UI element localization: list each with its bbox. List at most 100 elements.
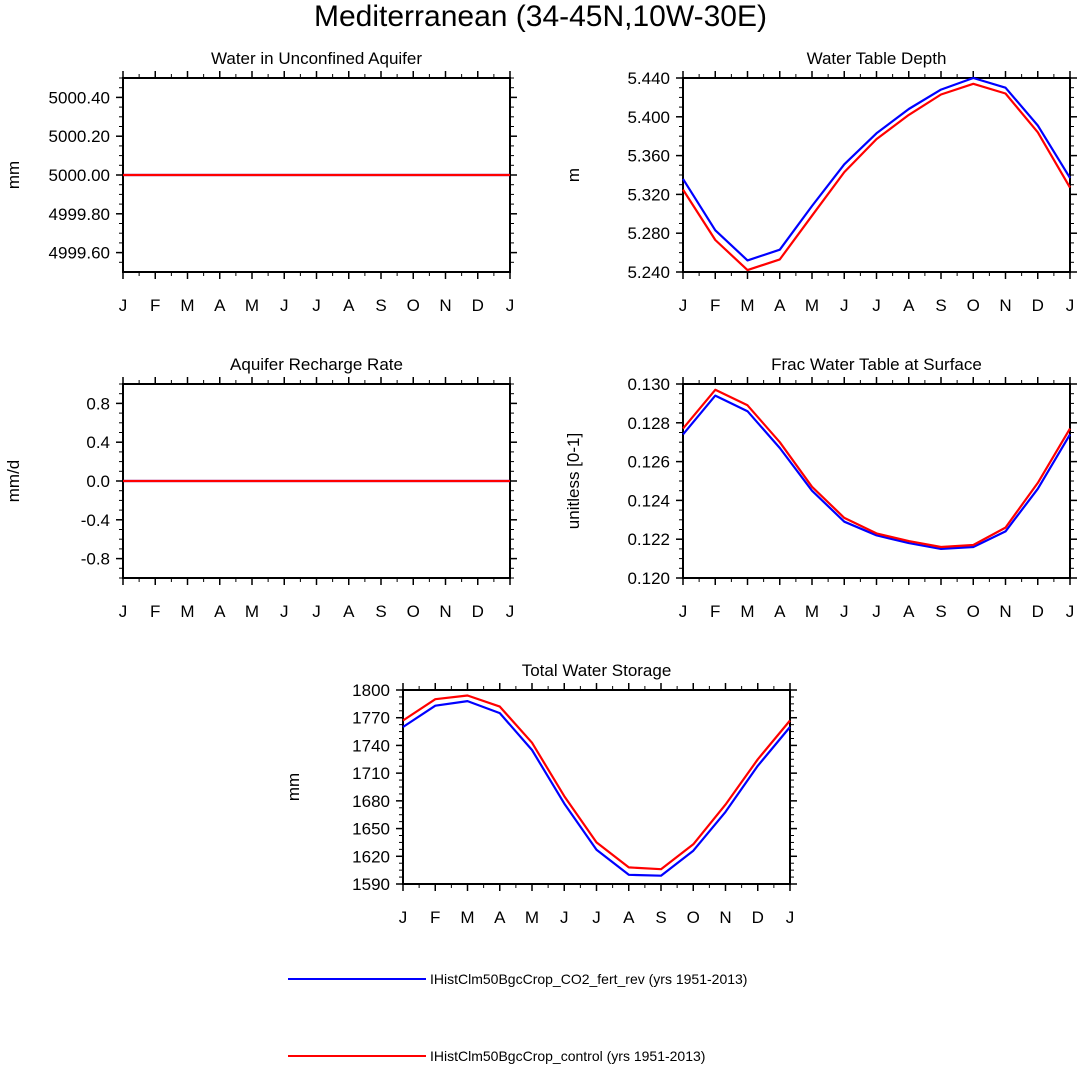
x-tick-label: J (312, 296, 321, 315)
y-tick-label: 0.120 (627, 569, 670, 588)
x-tick-label: J (786, 908, 795, 927)
x-tick-label: M (180, 296, 194, 315)
x-tick-label: N (719, 908, 731, 927)
y-tick-label: 5.360 (627, 147, 670, 166)
panel-title: Water Table Depth (807, 49, 947, 68)
y-tick-label: 5.240 (627, 263, 670, 282)
y-tick-label: 1740 (352, 736, 390, 755)
x-tick-label: J (506, 296, 515, 315)
x-tick-label: A (903, 602, 915, 621)
x-tick-label: F (150, 602, 160, 621)
series-line (402, 699, 791, 877)
legend-label: IHistClm50BgcCrop_CO2_fert_rev (yrs 1951… (430, 971, 748, 987)
y-tick-label: 1590 (352, 875, 390, 894)
x-tick-label: J (840, 296, 849, 315)
x-tick-label: D (1032, 296, 1044, 315)
y-tick-label: 0.122 (627, 530, 670, 549)
legend-swatch-blue (288, 978, 426, 980)
y-tick-label: 1710 (352, 764, 390, 783)
x-tick-label: J (280, 296, 289, 315)
panel-title: Total Water Storage (522, 661, 672, 680)
x-tick-label: A (494, 908, 506, 927)
x-tick-label: M (245, 602, 259, 621)
x-tick-label: S (375, 296, 386, 315)
panel-title: Frac Water Table at Surface (771, 355, 982, 374)
x-tick-label: J (1066, 602, 1075, 621)
x-tick-label: J (312, 602, 321, 621)
x-tick-label: D (752, 908, 764, 927)
y-tick-label: 1680 (352, 792, 390, 811)
x-tick-label: J (560, 908, 569, 927)
figure-title: Mediterranean (34-45N,10W-30E) (313, 0, 767, 33)
series-line (682, 82, 1071, 272)
x-tick-label: A (343, 602, 355, 621)
series-line (682, 394, 1071, 551)
y-tick-label: 1650 (352, 820, 390, 839)
y-axis-label: unitless [0-1] (564, 433, 583, 529)
x-tick-label: S (935, 602, 946, 621)
y-tick-label: 4999.80 (49, 205, 110, 224)
x-tick-label: M (805, 602, 819, 621)
y-tick-label: 1800 (352, 681, 390, 700)
panel-title: Water in Unconfined Aquifer (211, 49, 422, 68)
y-tick-label: -0.4 (81, 511, 110, 530)
x-tick-label: N (999, 296, 1011, 315)
x-tick-label: M (245, 296, 259, 315)
x-tick-label: J (679, 602, 688, 621)
legend-label: IHistClm50BgcCrop_control (yrs 1951-2013… (430, 1048, 706, 1064)
x-tick-label: D (1032, 602, 1044, 621)
y-tick-label: 0.126 (627, 453, 670, 472)
x-tick-label: M (180, 602, 194, 621)
plot-frame (682, 77, 1071, 273)
x-tick-label: A (623, 908, 635, 927)
x-tick-label: J (119, 602, 128, 621)
x-tick-label: A (774, 296, 786, 315)
chart-panel: Frac Water Table at Surface unitless [0-1… (564, 355, 1077, 621)
x-tick-label: M (525, 908, 539, 927)
plot-frame (682, 383, 1071, 579)
x-tick-label: D (472, 296, 484, 315)
x-tick-label: S (935, 296, 946, 315)
x-tick-label: M (805, 296, 819, 315)
y-tick-label: 5000.40 (49, 88, 110, 107)
x-tick-label: S (655, 908, 666, 927)
x-tick-label: A (774, 602, 786, 621)
series-line (402, 694, 791, 871)
x-tick-label: O (687, 908, 700, 927)
y-tick-label: 5.320 (627, 185, 670, 204)
y-tick-label: -0.8 (81, 550, 110, 569)
y-tick-label: 5000.00 (49, 166, 110, 185)
x-tick-label: M (740, 602, 754, 621)
y-tick-label: 0.128 (627, 414, 670, 433)
y-tick-label: 5.280 (627, 224, 670, 243)
y-tick-label: 1770 (352, 709, 390, 728)
x-tick-label: O (967, 296, 980, 315)
y-tick-label: 5000.20 (49, 127, 110, 146)
y-axis-label: mm/d (4, 460, 23, 503)
x-tick-label: J (840, 602, 849, 621)
x-tick-label: F (710, 602, 720, 621)
x-tick-label: A (343, 296, 355, 315)
x-tick-label: F (430, 908, 440, 927)
x-tick-label: J (280, 602, 289, 621)
legend-swatch-red (288, 1055, 426, 1057)
x-tick-label: J (1066, 296, 1075, 315)
x-tick-label: O (407, 296, 420, 315)
y-axis-label: mm (284, 773, 303, 801)
x-tick-label: M (740, 296, 754, 315)
y-tick-label: 0.124 (627, 491, 670, 510)
y-tick-label: 0.8 (86, 394, 110, 413)
x-tick-label: A (214, 602, 226, 621)
x-tick-label: A (903, 296, 915, 315)
x-tick-label: J (399, 908, 408, 927)
plot-frame (402, 689, 791, 885)
series-line (682, 76, 1071, 262)
x-tick-label: S (375, 602, 386, 621)
x-tick-label: O (407, 602, 420, 621)
x-tick-label: N (439, 296, 451, 315)
x-tick-label: J (679, 296, 688, 315)
x-tick-label: F (150, 296, 160, 315)
